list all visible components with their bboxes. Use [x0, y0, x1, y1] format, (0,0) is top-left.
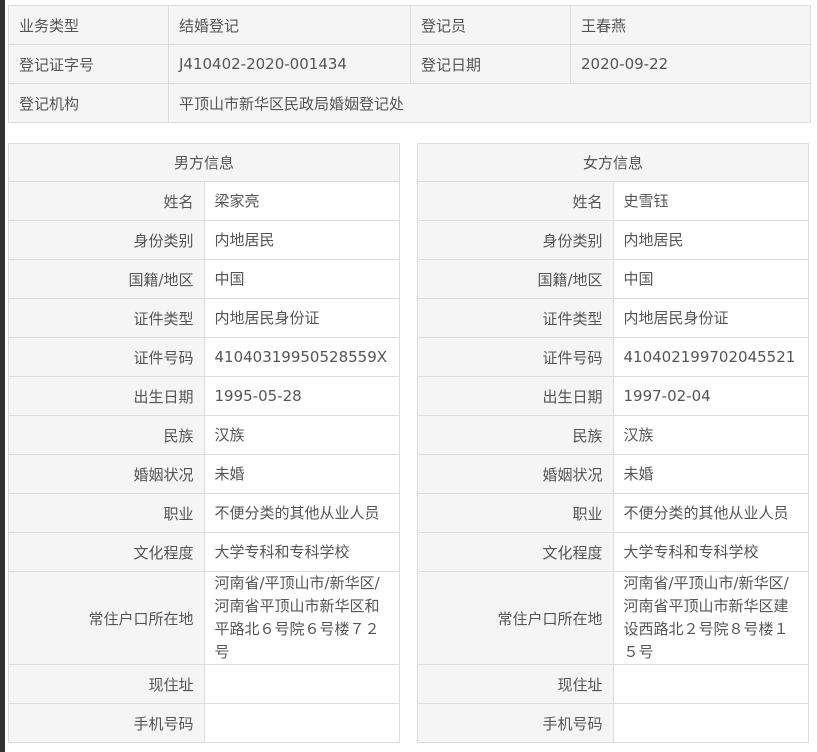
business-type-label: 业务类型 [8, 5, 169, 45]
table-row: 证件号码 41040319950528559X [8, 337, 400, 377]
business-type-value: 结婚登记 [168, 5, 411, 45]
field-value: 410402199702045521 [612, 337, 809, 377]
field-value: 大学专科和专科学校 [612, 532, 809, 572]
table-row: 身份类别 内地居民 [417, 220, 809, 260]
table-row: 职业 不便分类的其他从业人员 [8, 493, 400, 533]
field-label: 证件号码 [8, 337, 205, 377]
field-label: 文化程度 [417, 532, 614, 572]
table-row: 姓名 史雪钰 [417, 181, 809, 221]
field-label: 手机号码 [8, 703, 205, 743]
reg-date-value: 2020-09-22 [570, 44, 811, 84]
table-row: 婚姻状况 未婚 [8, 454, 400, 494]
field-value [612, 703, 809, 743]
field-label: 姓名 [417, 181, 614, 221]
field-label: 职业 [8, 493, 205, 533]
male-info-table: 男方信息 姓名 梁家亮 身份类别 内地居民 国籍/地区 中国 证件类型 内地居民身份证 证件号码… [8, 143, 400, 743]
field-label: 证件号码 [417, 337, 614, 377]
agency-value: 平顶山市新华区民政局婚姻登记处 [168, 83, 811, 123]
table-row: 登记机构 平顶山市新华区民政局婚姻登记处 [8, 83, 811, 123]
field-label: 现住址 [8, 664, 205, 704]
field-label: 常住户口所在地 [8, 571, 205, 665]
field-label: 证件类型 [8, 298, 205, 338]
cert-no-label: 登记证字号 [8, 44, 169, 84]
field-value: 内地居民 [612, 220, 809, 260]
table-row: 文化程度 大学专科和专科学校 [8, 532, 400, 572]
field-value: 未婚 [612, 454, 809, 494]
field-value [612, 664, 809, 704]
field-value: 汉族 [612, 415, 809, 455]
table-row: 姓名 梁家亮 [8, 181, 400, 221]
table-row: 国籍/地区 中国 [417, 259, 809, 299]
table-row: 常住户口所在地 河南省/平顶山市/新华区/河南省平顶山市新华区和平路北６号院６号楼… [8, 571, 400, 665]
field-value: 1997-02-04 [612, 376, 809, 416]
field-label: 民族 [8, 415, 205, 455]
field-value: 河南省/平顶山市/新华区/河南省平顶山市新华区建设西路北２号院８号楼１５号 [612, 571, 809, 665]
field-value: 史雪钰 [612, 181, 809, 221]
field-value: 内地居民身份证 [203, 298, 400, 338]
table-row: 民族 汉族 [417, 415, 809, 455]
field-label: 常住户口所在地 [417, 571, 614, 665]
field-value: 中国 [203, 259, 400, 299]
table-row: 现住址 [8, 664, 400, 704]
field-value: 未婚 [203, 454, 400, 494]
field-label: 证件类型 [417, 298, 614, 338]
field-label: 现住址 [417, 664, 614, 704]
field-value: 中国 [612, 259, 809, 299]
field-value [203, 703, 400, 743]
field-value: 不便分类的其他从业人员 [203, 493, 400, 533]
field-value: 不便分类的其他从业人员 [612, 493, 809, 533]
registrar-label: 登记员 [410, 5, 571, 45]
field-label: 出生日期 [8, 376, 205, 416]
agency-label: 登记机构 [8, 83, 169, 123]
field-label: 民族 [417, 415, 614, 455]
female-info-title: 女方信息 [417, 143, 809, 182]
table-row: 手机号码 [417, 703, 809, 743]
table-row: 身份类别 内地居民 [8, 220, 400, 260]
field-label: 国籍/地区 [417, 259, 614, 299]
field-label: 出生日期 [417, 376, 614, 416]
field-value: 1995-05-28 [203, 376, 400, 416]
field-value: 大学专科和专科学校 [203, 532, 400, 572]
left-edge [0, 0, 5, 752]
table-row: 登记证字号 J410402-2020-001434 登记日期 2020-09-2… [8, 44, 811, 84]
field-label: 姓名 [8, 181, 205, 221]
table-row: 常住户口所在地 河南省/平顶山市/新华区/河南省平顶山市新华区建设西路北２号院８号… [417, 571, 809, 665]
table-row: 证件类型 内地居民身份证 [417, 298, 809, 338]
field-label: 身份类别 [417, 220, 614, 260]
table-row: 职业 不便分类的其他从业人员 [417, 493, 809, 533]
field-value [203, 664, 400, 704]
field-label: 国籍/地区 [8, 259, 205, 299]
table-row: 文化程度 大学专科和专科学校 [417, 532, 809, 572]
field-value: 41040319950528559X [203, 337, 400, 377]
field-label: 婚姻状况 [417, 454, 614, 494]
registration-info-table: 业务类型 结婚登记 登记员 王春燕 登记证字号 J410402-2020-001… [8, 5, 811, 123]
field-label: 婚姻状况 [8, 454, 205, 494]
male-info-title: 男方信息 [8, 143, 400, 182]
field-value: 梁家亮 [203, 181, 400, 221]
table-row: 民族 汉族 [8, 415, 400, 455]
field-label: 身份类别 [8, 220, 205, 260]
field-label: 职业 [417, 493, 614, 533]
table-row: 出生日期 1997-02-04 [417, 376, 809, 416]
reg-date-label: 登记日期 [410, 44, 571, 84]
field-value: 内地居民 [203, 220, 400, 260]
cert-no-value: J410402-2020-001434 [168, 44, 411, 84]
table-row: 业务类型 结婚登记 登记员 王春燕 [8, 5, 811, 45]
table-row: 现住址 [417, 664, 809, 704]
registrar-value: 王春燕 [570, 5, 811, 45]
table-row: 证件号码 410402199702045521 [417, 337, 809, 377]
table-row: 出生日期 1995-05-28 [8, 376, 400, 416]
field-value: 内地居民身份证 [612, 298, 809, 338]
table-row: 证件类型 内地居民身份证 [8, 298, 400, 338]
field-value: 汉族 [203, 415, 400, 455]
field-label: 手机号码 [417, 703, 614, 743]
table-row: 手机号码 [8, 703, 400, 743]
field-value: 河南省/平顶山市/新华区/河南省平顶山市新华区和平路北６号院６号楼７２号 [203, 571, 400, 665]
field-label: 文化程度 [8, 532, 205, 572]
female-info-table: 女方信息 姓名 史雪钰 身份类别 内地居民 国籍/地区 中国 证件类型 内地居民身份证 证件号码… [417, 143, 809, 743]
table-row: 婚姻状况 未婚 [417, 454, 809, 494]
table-row: 国籍/地区 中国 [8, 259, 400, 299]
